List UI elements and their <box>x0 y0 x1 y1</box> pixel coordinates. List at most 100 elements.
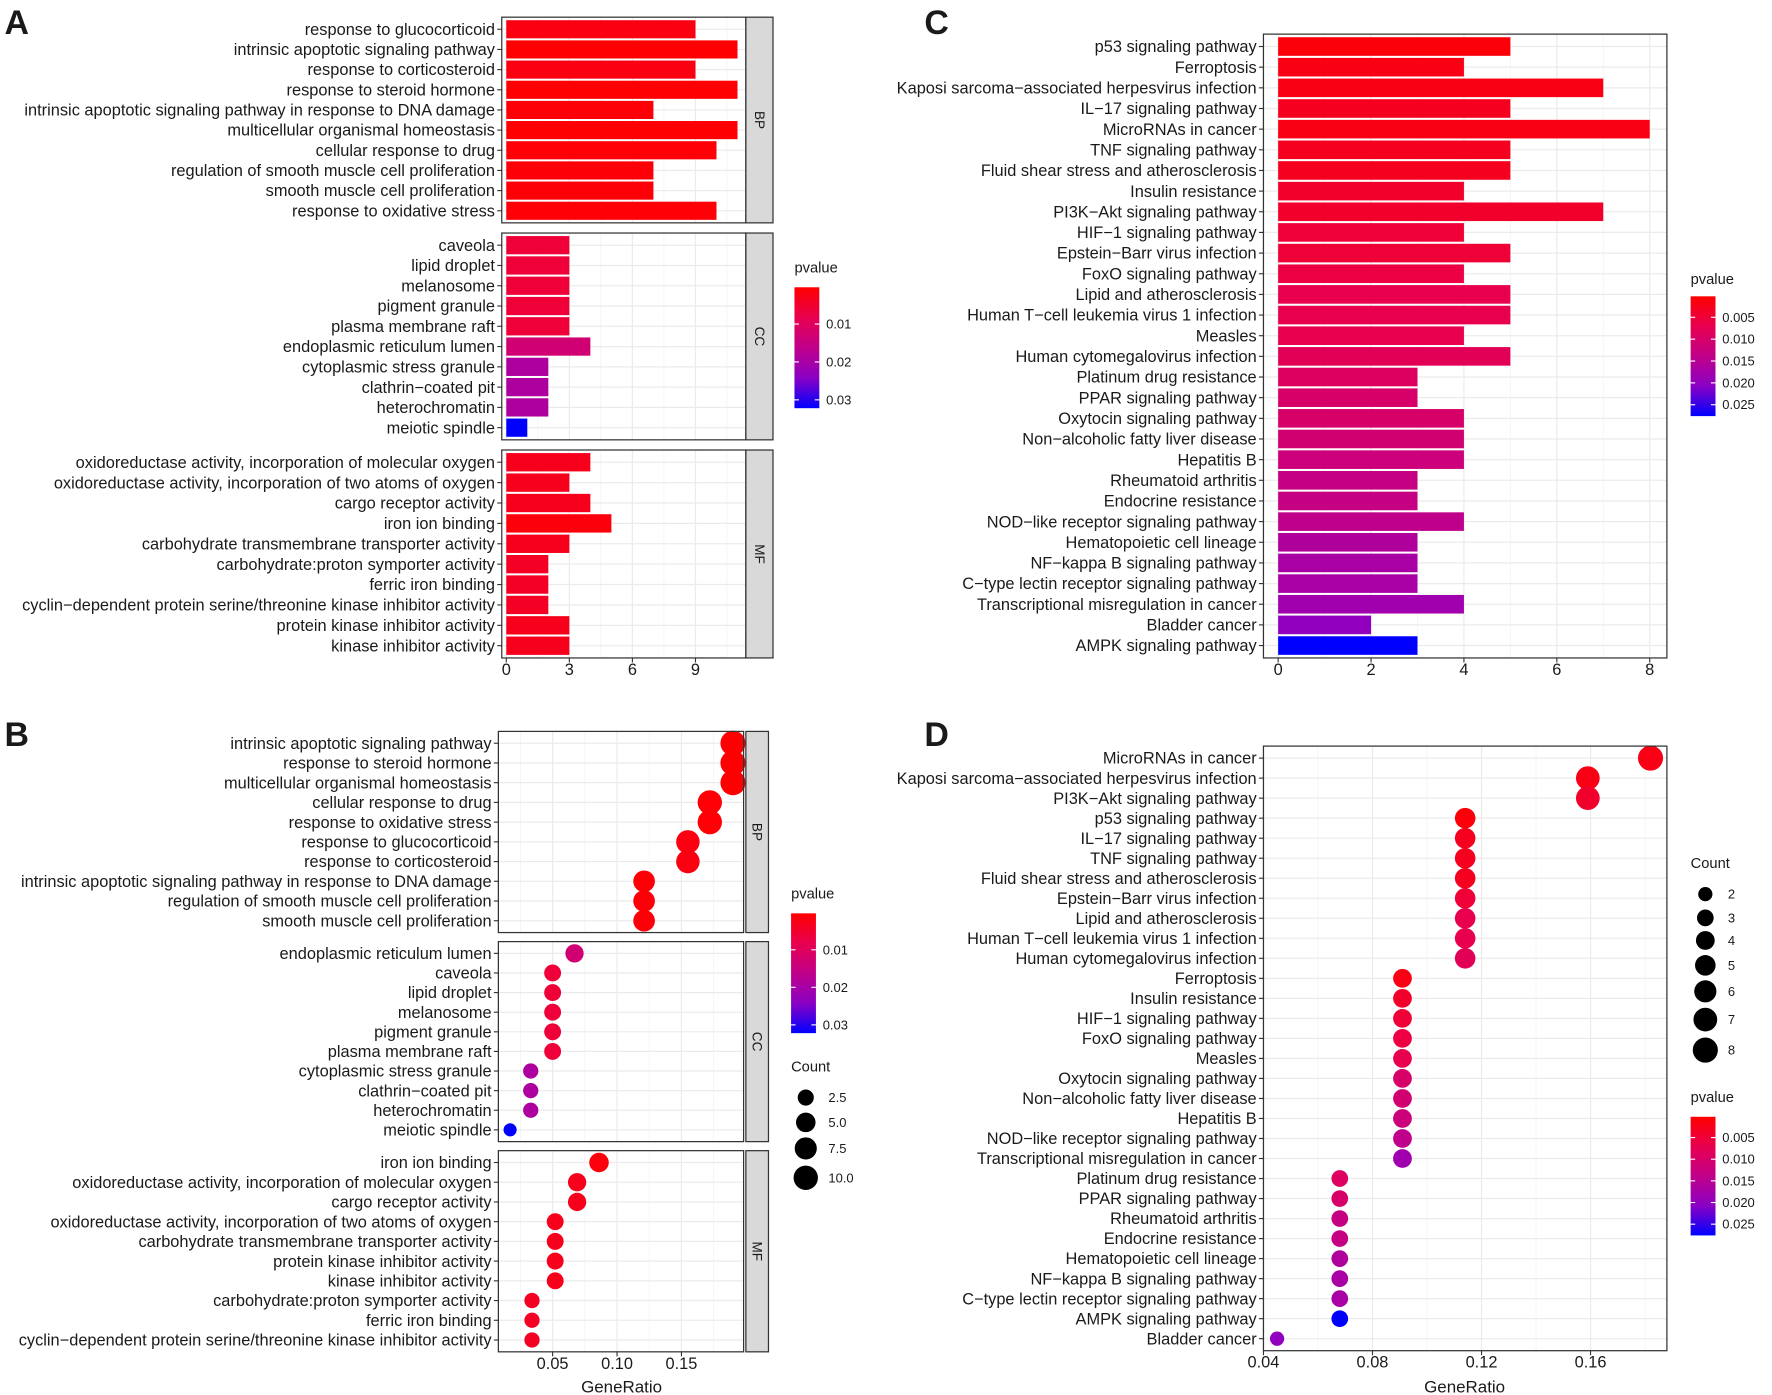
dot <box>1454 887 1476 909</box>
bar <box>506 616 570 635</box>
y-tick-label: PPAR signaling pathway <box>1079 389 1258 407</box>
bar <box>1278 140 1511 160</box>
bar <box>1278 285 1511 304</box>
colorbar-tick-label: 0.03 <box>823 1017 848 1032</box>
facet-strip-label: MF <box>752 544 767 564</box>
y-tick-label: response to corticosteroid <box>307 61 494 79</box>
bar <box>1278 37 1511 56</box>
bar <box>1278 223 1464 242</box>
dot <box>523 1102 539 1118</box>
y-tick-label: Ferroptosis <box>1175 970 1257 988</box>
x-tick-label: 0 <box>1274 661 1283 679</box>
bar <box>1278 202 1604 222</box>
y-tick-label: Human cytomegalovirus infection <box>1015 348 1256 366</box>
y-tick-label: Oxytocin signaling pathway <box>1058 410 1257 428</box>
y-tick-label: NOD−like receptor signaling pathway <box>987 1130 1258 1148</box>
y-tick-label: Lipid and atherosclerosis <box>1076 286 1257 304</box>
y-tick-label: Rheumatoid arthritis <box>1110 1210 1257 1228</box>
y-tick-label: Hematopoietic cell lineage <box>1066 534 1257 552</box>
y-tick-label: Ferroptosis <box>1175 59 1257 77</box>
bar <box>1278 491 1418 511</box>
legend-title: Count <box>1691 856 1730 872</box>
dot <box>524 1312 540 1328</box>
bar <box>1278 326 1464 346</box>
dot <box>1331 1310 1349 1328</box>
y-tick-label: smooth muscle cell proliferation <box>262 912 491 930</box>
y-tick-label: Lipid and atherosclerosis <box>1076 910 1257 928</box>
x-tick-label: 0.05 <box>537 1355 569 1373</box>
dot <box>1454 827 1476 849</box>
count-legend-dot <box>1693 1007 1718 1032</box>
dot <box>1331 1210 1349 1227</box>
y-tick-label: oxidoreductase activity, incorporation o… <box>50 1213 491 1231</box>
y-tick-label: cytoplasmic stress granule <box>302 358 495 376</box>
facet-strip <box>745 16 774 224</box>
dot <box>1331 1290 1349 1307</box>
dot <box>1393 1069 1412 1088</box>
x-tick-label: 0.10 <box>601 1355 633 1373</box>
bar <box>506 418 528 437</box>
dot <box>523 1083 539 1099</box>
y-tick-label: AMPK signaling pathway <box>1076 1310 1258 1328</box>
y-tick-label: Bladder cancer <box>1147 1330 1258 1348</box>
y-tick-label: Transcriptional misregulation in cancer <box>977 1150 1257 1168</box>
y-tick-label: oxidoreductase activity, incorporation o… <box>54 474 495 492</box>
y-tick-label: Bladder cancer <box>1147 617 1258 635</box>
y-tick-label: melanosome <box>398 1004 492 1022</box>
bar <box>1278 388 1418 407</box>
bar <box>506 276 570 295</box>
bar <box>1278 57 1464 77</box>
bar <box>1278 243 1511 263</box>
colorbar-tick-label: 0.010 <box>1722 332 1755 347</box>
count-legend-label: 7.5 <box>828 1141 846 1156</box>
count-legend-label: 4 <box>1728 933 1735 948</box>
dot <box>1575 786 1600 811</box>
count-legend-dot <box>1696 909 1714 927</box>
y-tick-label: heterochromatin <box>373 1102 491 1120</box>
y-tick-label: protein kinase inhibitor activity <box>273 1253 492 1271</box>
bar <box>506 317 570 336</box>
bar <box>1278 264 1464 284</box>
bar <box>1278 636 1418 655</box>
y-tick-label: Hepatitis B <box>1177 451 1256 469</box>
bar <box>1278 615 1372 635</box>
dot <box>546 1252 564 1270</box>
x-tick-label: 8 <box>1645 661 1654 679</box>
dot <box>546 1272 564 1290</box>
y-tick-label: TNF signaling pathway <box>1090 850 1257 868</box>
bar <box>506 60 696 79</box>
y-tick-label: HIF−1 signaling pathway <box>1077 1010 1258 1028</box>
facet-main: p53 signaling pathway Ferroptosis Kaposi s… <box>897 33 1668 659</box>
y-tick-label: kinase inhibitor activity <box>331 637 496 655</box>
y-tick-label: C−type lectin receptor signaling pathway <box>962 1290 1257 1308</box>
y-tick-label: Kaposi sarcoma−associated herpesvirus in… <box>897 79 1257 97</box>
y-tick-label: p53 signaling pathway <box>1095 38 1258 56</box>
x-tick-label: 0.15 <box>666 1355 698 1373</box>
bar <box>506 141 717 160</box>
y-tick-label: cytoplasmic stress granule <box>299 1063 492 1081</box>
bar <box>1278 181 1464 201</box>
y-tick-label: cyclin−dependent protein serine/threonin… <box>22 597 496 615</box>
dot <box>1575 766 1600 790</box>
facet-strip-label: BP <box>750 823 765 841</box>
y-tick-label: ferric iron binding <box>369 576 495 594</box>
bar <box>506 201 717 220</box>
count-legend-dot <box>1692 1037 1718 1063</box>
bar <box>506 337 591 356</box>
x-tick-label: 0.16 <box>1575 1354 1607 1372</box>
dot <box>523 1063 539 1079</box>
bar <box>506 473 570 492</box>
y-tick-label: response to glucocorticoid <box>305 21 495 39</box>
bar <box>506 296 570 316</box>
dot <box>546 1232 564 1250</box>
dot <box>565 944 584 963</box>
y-tick-label: caveola <box>435 965 492 983</box>
count-legend-dot <box>1698 887 1713 902</box>
bar <box>506 453 591 472</box>
panel-b-chart: intrinsic apoptotic signaling pathway res… <box>19 730 854 1395</box>
x-tick-label: 9 <box>691 661 700 679</box>
y-tick-label: AMPK signaling pathway <box>1076 637 1258 655</box>
colorbar-tick-label: 0.02 <box>826 354 851 369</box>
dot <box>633 870 655 893</box>
bar <box>1278 532 1418 552</box>
